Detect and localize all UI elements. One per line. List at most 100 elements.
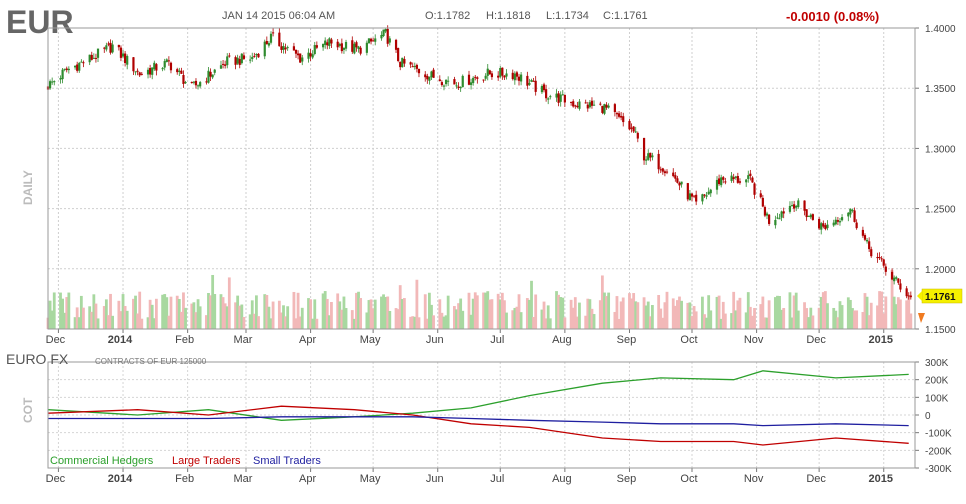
candle-body (870, 249, 873, 257)
volume-bar (355, 292, 358, 329)
candle-body (747, 175, 750, 180)
volume-bar (615, 296, 619, 329)
symbol-title: EUR (6, 4, 74, 40)
volume-bar (402, 298, 406, 329)
candle-body (832, 222, 835, 226)
volume-bar (513, 307, 517, 329)
candle-body (365, 42, 368, 53)
price-y-tick-label: 1.3000 (925, 144, 956, 155)
candle-body (271, 32, 275, 34)
volume-bar (313, 299, 317, 329)
volume-bar (365, 312, 369, 329)
volume-bar (461, 310, 465, 329)
candle-body (94, 57, 98, 59)
volume-bar (409, 316, 413, 329)
volume-bar (380, 296, 383, 329)
cot-x-tick-label: 2015 (868, 473, 892, 485)
volume-bar (661, 317, 665, 329)
volume-bar (817, 307, 821, 329)
candle-body (505, 73, 508, 77)
price-y-tick-label: 1.4000 (925, 24, 956, 35)
cot-line-small (48, 416, 909, 427)
volume-bar (694, 311, 698, 329)
candle-body (205, 81, 208, 83)
volume-bar (905, 300, 909, 329)
cot-x-tick-label: May (360, 473, 381, 485)
candle-body (80, 61, 83, 63)
down-arrow-icon (918, 313, 925, 323)
candle-body (309, 53, 312, 57)
volume-bar (309, 299, 313, 329)
volume-bar (194, 312, 198, 329)
candle-body (526, 75, 529, 86)
price-x-tick-label: May (360, 334, 381, 346)
volume-bar (150, 304, 154, 329)
candle-body (628, 120, 631, 130)
price-x-tick-label: Aug (552, 334, 572, 346)
candle-body (782, 211, 785, 214)
volume-bar (486, 291, 490, 329)
candle-body (588, 102, 591, 108)
candle-body (517, 76, 521, 81)
volume-bar (471, 298, 475, 329)
candle-body (788, 205, 792, 212)
candle-body (855, 222, 858, 229)
candle-body (530, 80, 533, 82)
cot-y-tick-label: -200K (925, 446, 952, 457)
candle-body (278, 32, 281, 47)
volume-bar (780, 309, 784, 329)
volume-bar (67, 292, 71, 329)
volume-bar (240, 304, 244, 329)
volume-bar (277, 300, 281, 329)
candle-body (336, 41, 339, 48)
volume-bar (109, 293, 112, 329)
candle-body (428, 76, 431, 81)
candle-body (722, 177, 725, 180)
volume-bar (592, 314, 596, 329)
volume-bar (96, 318, 100, 329)
candle-body (720, 177, 723, 186)
volume-bar (736, 300, 740, 329)
volume-bar (294, 318, 298, 329)
candle-body (432, 69, 435, 78)
price-candles (46, 25, 912, 300)
volume-bar (488, 299, 492, 329)
candle-body (474, 76, 477, 78)
candle-body (221, 63, 225, 65)
volume-bar (161, 294, 165, 329)
candle-body (909, 295, 912, 298)
cot-panel-frame (47, 361, 916, 469)
candle-body (257, 53, 260, 58)
volume-bar (809, 307, 813, 329)
candle-body (826, 224, 829, 229)
candle-body (636, 132, 639, 139)
candle-body (532, 80, 535, 82)
volume-bar (846, 297, 850, 329)
cot-x-tick-label: Jun (426, 473, 444, 485)
cot-x-tick-label: Sep (617, 473, 637, 485)
price-x-tick-label: Dec (46, 334, 66, 346)
volume-bar (359, 298, 363, 329)
candle-body (359, 47, 362, 54)
candle-body (701, 194, 704, 202)
candle-body (255, 53, 258, 56)
volume-bar (367, 300, 371, 329)
volume-bar (517, 294, 521, 329)
volume-bar (634, 301, 638, 329)
candle-body (67, 68, 70, 71)
volume-bar (330, 301, 333, 329)
candle-body (513, 73, 516, 81)
candle-body (228, 55, 231, 57)
candle-body (415, 64, 418, 69)
candle-body (482, 79, 485, 81)
volume-bar (867, 315, 871, 329)
volume-bar (721, 301, 725, 329)
volume-bar (342, 296, 346, 329)
candle-body (134, 71, 137, 73)
candle-body (394, 39, 398, 50)
candle-body (286, 47, 289, 49)
candle-body (153, 62, 156, 70)
volume-bar (796, 310, 800, 329)
candle-body (882, 259, 885, 266)
candle-body (442, 85, 446, 87)
